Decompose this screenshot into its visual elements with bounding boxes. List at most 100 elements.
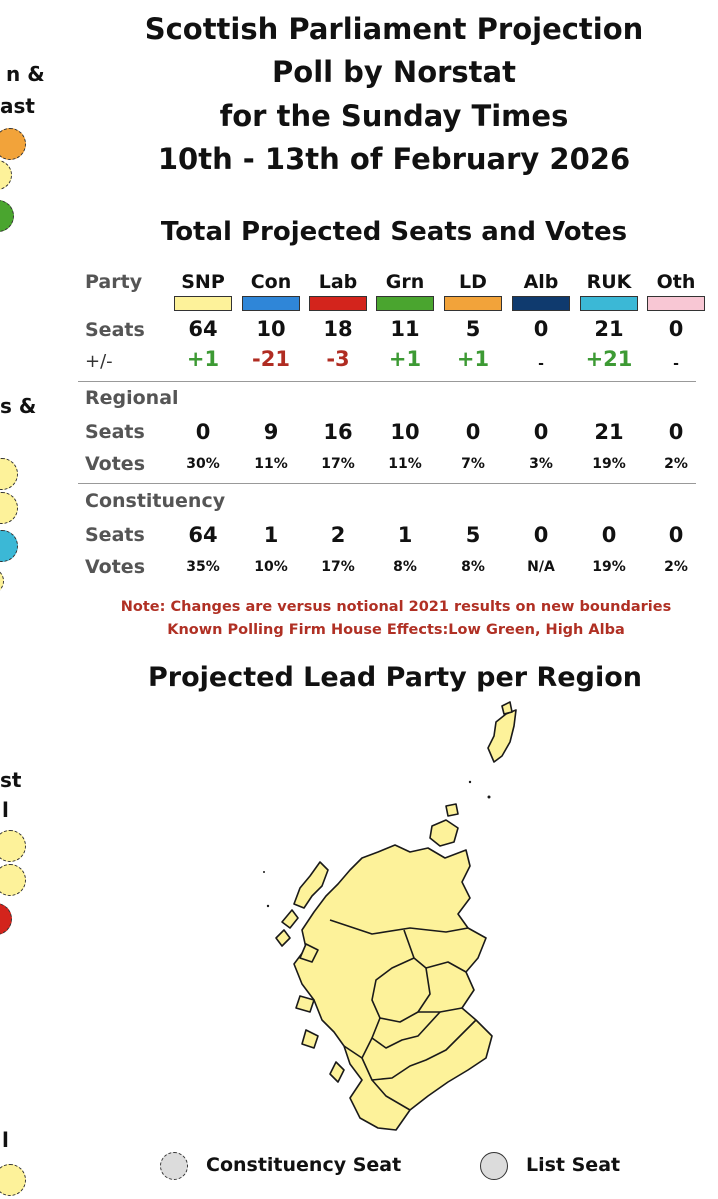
western-isles [293,861,329,909]
constituency-seats-cell: 64 [188,523,218,547]
list-seat-legend-dot [480,1152,508,1180]
edge-fragment: st [0,768,22,792]
table-divider [78,381,696,382]
table-title: Total Projected Seats and Votes [160,217,628,247]
edge-fragment: s & [0,394,37,418]
table-divider [78,483,696,484]
party-color-swatch [376,296,434,311]
party-color-swatch [309,296,367,311]
islet [468,780,472,784]
section-label-regional: Regional [85,387,179,409]
party-header: RUK [586,271,632,293]
party-header: LD [459,271,487,293]
regional-seats-cell: 0 [465,420,481,444]
constituency-seats-cell: 0 [533,523,549,547]
total-seats-cell: 0 [533,317,549,341]
constituency-votes-cell: 8% [461,559,485,575]
party-color-swatch [647,296,705,311]
inner-hebrides [295,995,315,1013]
edge-fragment: ast [0,94,35,118]
constituency-seats-cell: 5 [465,523,481,547]
seat-change-cell: -3 [326,347,350,371]
constituency-votes-cell: 8% [393,559,417,575]
seat-change-cell: -21 [252,347,290,371]
party-color-swatch [444,296,502,311]
seat-dot [0,864,26,896]
regional-seats-cell: 0 [668,420,684,444]
seat-change-cell: +21 [585,347,633,371]
constituency-votes-cell: 2% [664,559,688,575]
party-color-swatch [512,296,570,311]
party-header: Oth [656,271,696,293]
edge-fragment: n & [6,62,45,86]
constituency-votes-cell: 17% [321,559,355,575]
total-seats-cell: 18 [323,317,353,341]
region-boundary [371,1079,411,1111]
inner-hebrides [301,1029,319,1049]
small-islets [263,780,491,908]
seat-dot [0,1164,26,1196]
regional-votes-cell: 11% [254,456,288,472]
regional-votes-cell: 2% [664,456,688,472]
section-label-constituency: Constituency [85,490,226,512]
constituency-seats-cell: 0 [601,523,617,547]
changes-note: Note: Changes are versus notional 2021 r… [120,599,672,615]
edge-fragment: l [2,1128,9,1152]
constituency-votes-cell: N/A [527,559,555,575]
total-seats-cell: 11 [390,317,420,341]
region-boundary [371,1011,441,1049]
party-header: SNP [181,271,225,293]
party-header: Lab [318,271,358,293]
party-color-swatch [242,296,300,311]
islet [263,871,265,873]
mainland-scotland [293,844,493,1131]
regional-votes-cell: 30% [186,456,220,472]
chart-title-line-4: 10th - 13th of February 2026 [157,142,631,176]
constituency-votes-cell: 19% [592,559,626,575]
party-color-swatch [580,296,638,311]
seat-change-cell: +1 [388,347,422,371]
constituency-seats-cell: 2 [330,523,346,547]
map-title: Projected Lead Party per Region [148,662,642,693]
seat-change-cell: +1 [456,347,490,371]
regional-seats-cell: 0 [195,420,211,444]
regional-seats-cell: 9 [263,420,279,444]
house-effects-note: Known Polling Firm House Effects:Low Gre… [167,622,625,638]
region-boundary [329,919,469,935]
seat-change-cell: +1 [186,347,220,371]
total-seats-cell: 64 [188,317,218,341]
western-isles [281,909,299,929]
regional-seats-cell: 21 [594,420,624,444]
party-color-swatch [174,296,232,311]
row-label-seats: Seats [85,421,145,443]
regional-votes-cell: 11% [388,456,422,472]
constituency-seats-cell: 1 [397,523,413,547]
constituency-seat-legend-label: Constituency Seat [206,1154,402,1176]
regional-votes-cell: 19% [592,456,626,472]
constituency-seat-legend-dot [160,1152,188,1180]
row-label-change: +/- [85,351,113,372]
chart-title-line-2: Poll by Norstat [272,55,516,89]
total-seats-cell: 5 [465,317,481,341]
row-label-seats: Seats [85,319,145,341]
islet [487,795,491,799]
regional-votes-cell: 17% [321,456,355,472]
constituency-seats-cell: 1 [263,523,279,547]
regional-votes-cell: 3% [529,456,553,472]
regional-votes-cell: 7% [461,456,485,472]
party-header: Alb [523,271,559,293]
total-seats-cell: 21 [594,317,624,341]
party-header: Con [250,271,292,293]
seat-change-cell: - [538,356,544,372]
total-seats-cell: 0 [668,317,684,341]
shetland [501,701,513,715]
chart-title-line-3: for the Sunday Times [219,99,569,133]
regional-seats-cell: 0 [533,420,549,444]
inner-hebrides [299,943,319,963]
regional-seats-cell: 10 [390,420,420,444]
western-isles [275,929,291,947]
region-boundary [343,1045,363,1059]
party-header: Grn [385,271,425,293]
inner-hebrides [329,1061,345,1083]
